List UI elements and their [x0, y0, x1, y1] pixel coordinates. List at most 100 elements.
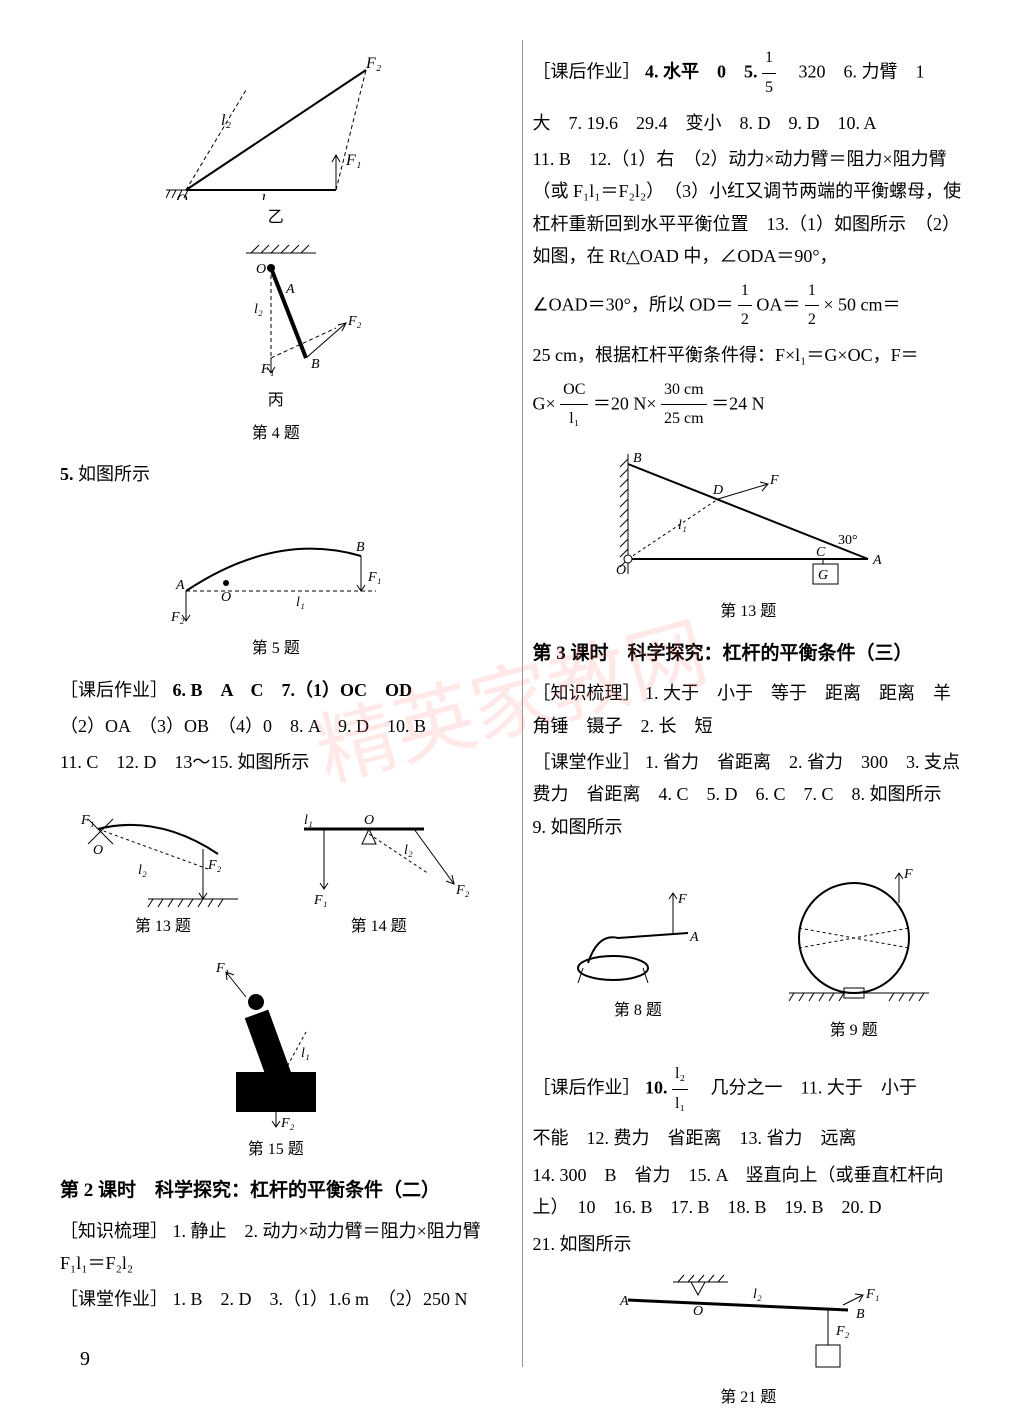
svg-text:F₂: F₂ [170, 610, 185, 625]
svg-text:l₁: l₁ [301, 1046, 310, 1061]
right-column: ［课后作业］ 4. 水平 0 5. 15 320 6. 力臂 1 大 7. 19… [522, 40, 965, 1367]
q5-num: 5. [60, 464, 74, 484]
lesson3-title: 第 3 课时 科学探究：杠杆的平衡条件（三） [533, 637, 965, 671]
left-hw-line1: ［课后作业］ 6. B A C 7.（1）OC OD [60, 674, 492, 706]
diagram-4-yi-svg: F₁ F₂ l₂ l₁ O [166, 50, 386, 200]
left-hw-line3: 11. C 12. D 13～15. 如图所示 [60, 746, 492, 778]
line4-pre: ∠OAD＝30°，所以 OD＝ [533, 294, 734, 314]
figs-8-9-row: F A 第 8 题 F 第 9 题 [533, 853, 965, 1056]
frac-l2-l1: l₂l₁ [672, 1060, 688, 1119]
svg-text:F₂: F₂ [455, 883, 470, 898]
diagram-14-svg: l₁ O l₂ F₁ F₂ [284, 799, 474, 909]
svg-text:F: F [677, 892, 687, 907]
figs-13-14-row: F₁ O l₂ F₂ 第 13 题 l₁ O [60, 789, 492, 952]
svg-text:A: A [175, 578, 185, 593]
svg-text:l₁: l₁ [296, 595, 305, 610]
right-kt-label: ［课堂作业］ [533, 752, 641, 772]
svg-text:O: O [221, 590, 231, 605]
svg-text:O: O [616, 563, 626, 578]
right-hw-label: ［课后作业］ [533, 61, 641, 81]
label-l2: l₂ [221, 112, 231, 129]
frac-1-5: 15 [762, 44, 776, 103]
svg-text:F: F [903, 867, 913, 882]
svg-text:A: A [689, 930, 699, 945]
figure-5: A O B F₁ l₁ F₂ 第 5 题 [60, 501, 492, 664]
fig15-caption: 第 15 题 [60, 1136, 492, 1165]
svg-text:O: O [364, 813, 374, 828]
svg-text:l₂: l₂ [753, 1287, 762, 1302]
fig21-caption: 第 21 题 [533, 1384, 965, 1413]
svg-text:A: A [872, 553, 882, 568]
label-F1: F₁ [345, 152, 361, 169]
label-F2: F₂ [365, 55, 382, 72]
left-zs-label: ［知识梳理］ [60, 1221, 168, 1241]
right-kt: ［课堂作业］ 1. 省力 省距离 2. 省力 300 3. 支点 费力 省距离 … [533, 746, 965, 843]
svg-text:l₂: l₂ [138, 863, 147, 878]
label-l1: l₁ [261, 192, 271, 200]
fig5-caption: 第 5 题 [60, 635, 492, 664]
left-hw-label: ［课后作业］ [60, 680, 168, 700]
right-zs-label: ［知识梳理］ [533, 683, 641, 703]
svg-text:F₂: F₂ [207, 858, 222, 873]
diagram-9-svg: F [769, 863, 939, 1013]
diagram-21-svg: A O l₂ F₁ B F₂ [608, 1270, 888, 1380]
figure-4-bing: O A l₂ F₂ F₁ B 丙 第 4 题 [60, 243, 492, 449]
left-hw-6: 6. B A C 7.（1）OC OD [173, 680, 413, 700]
svg-text:F: F [769, 473, 779, 488]
right-hw-line1: ［课后作业］ 4. 水平 0 5. 15 320 6. 力臂 1 [533, 44, 965, 103]
left-hw-line2: （2）OA （3）OB （4）0 8. A 9. D 10. B [60, 710, 492, 742]
right-hw2-line1: ［课后作业］ 10. l₂l₁ 几分之一 11. 大于 小于 [533, 1060, 965, 1119]
right-hw-line2: 大 7. 19.6 29.4 变小 8. D 9. D 10. A [533, 107, 965, 139]
diagram-13r-svg: B D F l₁ 30° O G C A [598, 444, 898, 594]
right-hw2-label: ［课后作业］ [533, 1077, 641, 1097]
hw2-10-pre: 10. [645, 1077, 668, 1097]
fig8-caption: 第 8 题 [558, 997, 718, 1026]
svg-text:A: A [285, 282, 295, 297]
figure-21: A O l₂ F₁ B F₂ 第 21 题 [533, 1270, 965, 1413]
svg-text:F₂: F₂ [347, 314, 362, 329]
right-hw-line5: 25 cm，根据杠杆平衡条件得：F×l₁＝G×OC，F＝ [533, 339, 965, 371]
svg-text:F₁: F₁ [80, 813, 94, 828]
svg-text:B: B [633, 451, 642, 466]
right-hw2-line4: 21. 如图所示 [533, 1228, 965, 1260]
line4-mid: OA＝ [756, 294, 800, 314]
svg-text:D: D [712, 483, 723, 498]
svg-text:F₁: F₁ [865, 1287, 879, 1302]
frac-30-25: 30 cm25 cm [661, 376, 707, 435]
right-zs: ［知识梳理］ 1. 大于 小于 等于 距离 距离 羊角锤 镊子 2. 长 短 [533, 677, 965, 742]
right-hw-line6: G× OCl₁ ＝20 N× 30 cm25 cm ＝24 N [533, 376, 965, 435]
figure-9: F 第 9 题 [769, 863, 939, 1046]
left-kt-label: ［课堂作业］ [60, 1289, 168, 1309]
svg-text:F₁: F₁ [260, 362, 274, 377]
right-hw2-line2: 不能 12. 费力 省距离 13. 省力 远离 [533, 1122, 965, 1154]
right-hw-line4: ∠OAD＝30°，所以 OD＝ 12 OA＝ 12 × 50 cm＝ [533, 277, 965, 336]
svg-text:O: O [93, 843, 103, 858]
diagram-15-svg: F₁ l₁ F₂ [201, 962, 351, 1132]
lesson2-title: 第 2 课时 科学探究：杠杆的平衡条件（二） [60, 1174, 492, 1208]
fig13r-caption: 第 13 题 [533, 598, 965, 627]
left-kt: ［课堂作业］ 1. B 2. D 3.（1）1.6 m （2）250 N [60, 1283, 492, 1315]
left-zs: ［知识梳理］ 1. 静止 2. 动力×动力臂＝阻力×阻力臂 F₁l₁＝F₂l₂ [60, 1215, 492, 1280]
figure-8: F A 第 8 题 [558, 863, 718, 1046]
svg-text:F₁: F₁ [367, 570, 381, 585]
svg-text:G: G [818, 568, 828, 583]
figure-15: F₁ l₁ F₂ 第 15 题 [60, 962, 492, 1165]
svg-text:F₂: F₂ [835, 1324, 850, 1339]
left-column: F₁ F₂ l₂ l₁ O 乙 [60, 40, 502, 1367]
fig4-bing-char: 丙 [60, 387, 492, 416]
line6-mid: ＝20 N× [593, 393, 657, 413]
right-hw-5-tail: 320 6. 力臂 1 [781, 61, 925, 81]
svg-text:l₁: l₁ [678, 518, 687, 533]
svg-text:B: B [356, 540, 365, 555]
svg-text:l₂: l₂ [254, 302, 263, 317]
q5-text: 如图所示 [78, 464, 150, 484]
diagram-5-svg: A O B F₁ l₁ F₂ [146, 501, 406, 631]
line4-tail: × 50 cm＝ [823, 294, 900, 314]
hw2-10-tail: 几分之一 11. 大于 小于 [693, 1077, 917, 1097]
fig14-caption: 第 14 题 [284, 913, 474, 942]
right-hw-start: 4. 水平 0 5. [645, 61, 758, 81]
svg-text:F₂: F₂ [280, 1116, 295, 1131]
figure-13: F₁ O l₂ F₂ 第 13 题 [78, 799, 248, 942]
frac-half-a: 12 [738, 277, 752, 336]
svg-text:F₁: F₁ [215, 962, 229, 976]
